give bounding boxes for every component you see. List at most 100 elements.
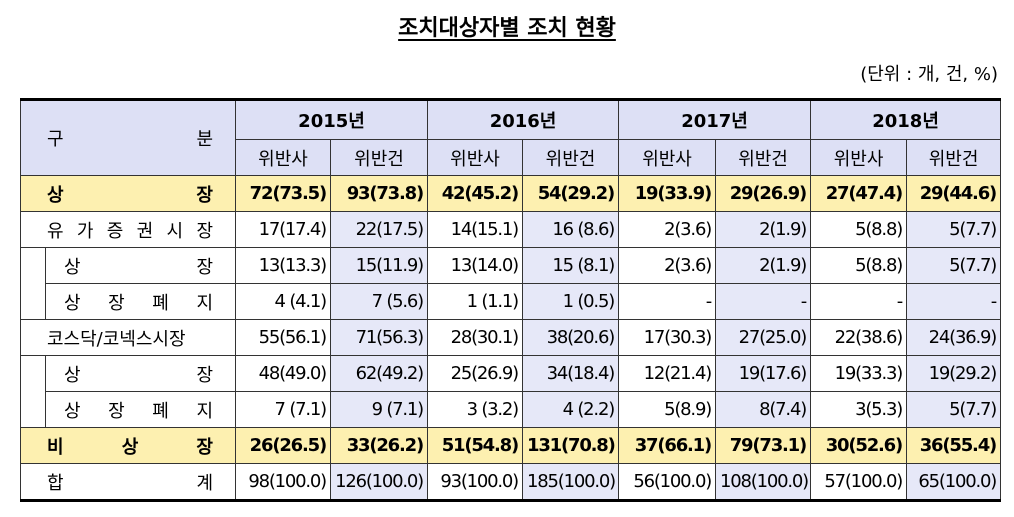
data-cell: 13(13.3) — [235, 247, 331, 284]
data-cell: 2(3.6) — [618, 211, 717, 248]
data-cell: 1 (1.1) — [427, 283, 524, 320]
row-label: 코스닥/코넥스시장 — [20, 319, 236, 356]
data-cell: 65(100.0) — [906, 463, 1002, 502]
data-cell: 5(7.7) — [906, 247, 1002, 284]
data-cell: 51(54.8) — [427, 427, 524, 464]
data-cell: 27(25.0) — [715, 319, 812, 356]
data-cell: 34(18.4) — [522, 355, 620, 392]
data-cell: - — [906, 283, 1002, 320]
data-cell: 19(17.6) — [715, 355, 812, 392]
corner-header: 구 분 — [20, 98, 236, 176]
row-label: 합 계 — [20, 463, 236, 502]
row-label: 상 장 폐 지 — [45, 391, 236, 428]
data-cell: 93(73.8) — [329, 175, 429, 212]
data-cell: 12(21.4) — [618, 355, 717, 392]
row-label: 상 장 — [20, 175, 236, 212]
sub-header: 위반건 — [329, 139, 429, 176]
data-cell: 15(11.9) — [329, 247, 429, 284]
indent-cell — [20, 283, 46, 320]
data-cell: 38(20.6) — [522, 319, 620, 356]
data-cell: 22(38.6) — [810, 319, 908, 356]
sub-header: 위반건 — [906, 139, 1002, 176]
data-cell: 4 (4.1) — [235, 283, 331, 320]
table-row: 유 가 증 권 시 장 17(17.4) 22(17.5) 14(15.1) 16 (8… — [20, 211, 1002, 248]
data-cell: 15 (8.1) — [522, 247, 620, 284]
data-cell: 2(1.9) — [715, 211, 812, 248]
data-cell: 29(44.6) — [906, 175, 1002, 212]
data-cell: 3 (3.2) — [427, 391, 524, 428]
unit-note: (단위 : 개, 건, %) — [860, 64, 998, 85]
data-cell: 17(30.3) — [618, 319, 717, 356]
title-text: 조치대상자별 조치 현황 — [398, 16, 616, 41]
data-cell: 62(49.2) — [329, 355, 429, 392]
data-cell: 185(100.0) — [522, 463, 620, 502]
data-cell: 30(52.6) — [810, 427, 908, 464]
table-row: 비 상 장 26(26.5) 33(26.2) 51(54.8) 131(70.8) 37… — [20, 427, 1002, 464]
sub-header: 위반사 — [427, 139, 524, 176]
data-cell: 131(70.8) — [522, 427, 620, 464]
data-cell: 42(45.2) — [427, 175, 524, 212]
indent-cell — [20, 391, 46, 428]
data-cell: - — [715, 283, 812, 320]
row-label: 유 가 증 권 시 장 — [20, 211, 236, 248]
data-cell: 126(100.0) — [329, 463, 429, 502]
year-header: 2017년 — [618, 98, 812, 140]
data-cell: 98(100.0) — [235, 463, 331, 502]
indent-cell — [20, 355, 46, 392]
data-cell: 19(33.9) — [618, 175, 717, 212]
data-cell: 22(17.5) — [329, 211, 429, 248]
data-cell: 24(36.9) — [906, 319, 1002, 356]
data-cell: 29(26.9) — [715, 175, 812, 212]
data-cell: 33(26.2) — [329, 427, 429, 464]
year-header: 2015년 — [234, 98, 429, 140]
table-row: 코스닥/코넥스시장 55(56.1) 71(56.3) 28(30.1) 38(20.6… — [20, 319, 1002, 356]
row-label: 비 상 장 — [20, 427, 236, 464]
sub-header: 위반사 — [235, 139, 331, 176]
data-cell: 56(100.0) — [618, 463, 717, 502]
data-cell: 108(100.0) — [715, 463, 812, 502]
data-cell: 27(47.4) — [810, 175, 908, 212]
data-cell: 5(8.9) — [618, 391, 717, 428]
sub-header: 위반사 — [810, 139, 908, 176]
table-row: 합 계 98(100.0) 126(100.0) 93(100.0) 185(100.0… — [20, 463, 1002, 502]
data-cell: 57(100.0) — [810, 463, 908, 502]
data-cell: 37(66.1) — [618, 427, 717, 464]
sub-header: 위반건 — [522, 139, 620, 176]
data-cell: 4 (2.2) — [522, 391, 620, 428]
row-label: 상 장 — [45, 247, 236, 284]
table-row: 위반사 위반건 위반사 위반건 위반사 위반건 위반사 위반건 — [21, 139, 1002, 176]
row-label: 상 장 폐 지 — [45, 283, 236, 320]
row-label: 상 장 — [45, 355, 236, 392]
data-cell: 13(14.0) — [427, 247, 524, 284]
data-cell: 5(8.8) — [810, 211, 908, 248]
year-header: 2018년 — [810, 98, 1002, 140]
table-row: 상 장 13(13.3) 15(11.9) 13(14.0) 15 (8.1) 2(3.6… — [20, 247, 1002, 284]
data-cell: 55(56.1) — [235, 319, 331, 356]
indent-cell — [20, 247, 46, 284]
data-cell: 25(26.9) — [427, 355, 524, 392]
table-row: 구 분 2015년 2016년 2017년 2018년 — [20, 98, 1002, 176]
data-cell: 19(29.2) — [906, 355, 1002, 392]
data-cell: 17(17.4) — [235, 211, 331, 248]
data-cell: 1 (0.5) — [522, 283, 620, 320]
data-cell: 71(56.3) — [329, 319, 429, 356]
data-cell: 16 (8.6) — [522, 211, 620, 248]
data-cell: 93(100.0) — [427, 463, 524, 502]
data-cell: 36(55.4) — [906, 427, 1002, 464]
data-cell: 26(26.5) — [235, 427, 331, 464]
year-header: 2016년 — [427, 98, 620, 140]
data-cell: 8(7.4) — [715, 391, 812, 428]
data-cell: 3(5.3) — [810, 391, 908, 428]
data-cell: - — [810, 283, 908, 320]
data-cell: 72(73.5) — [235, 175, 331, 212]
data-cell: 19(33.3) — [810, 355, 908, 392]
data-cell: 5(7.7) — [906, 211, 1002, 248]
sub-header: 위반사 — [618, 139, 717, 176]
data-cell: 2(3.6) — [618, 247, 717, 284]
sub-header: 위반건 — [715, 139, 812, 176]
data-cell: 14(15.1) — [427, 211, 524, 248]
data-cell: 7 (7.1) — [235, 391, 331, 428]
